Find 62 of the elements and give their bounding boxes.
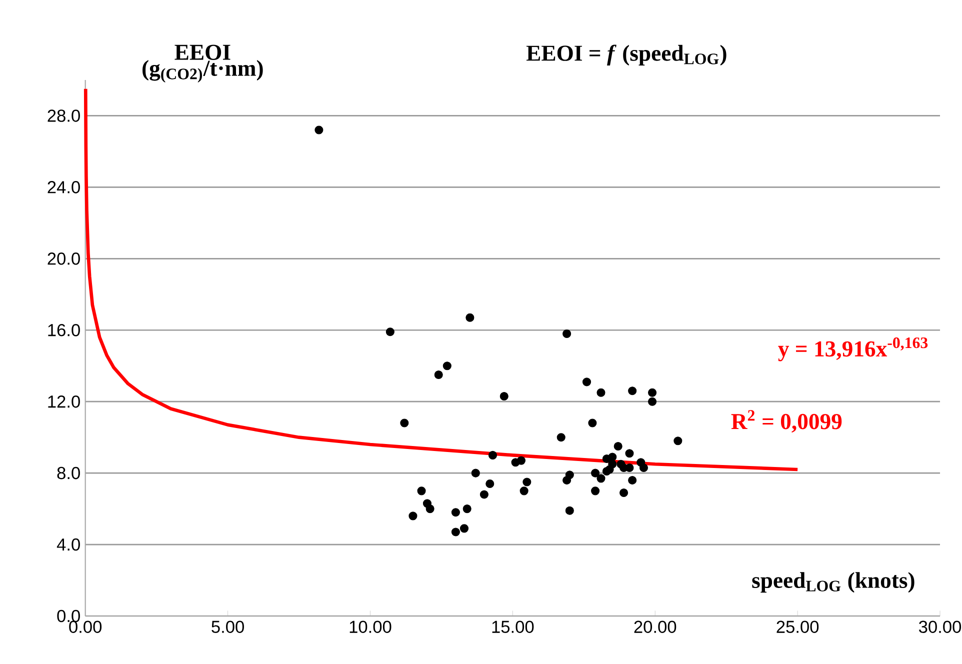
y-tick-label: 8.0 <box>57 466 80 480</box>
point <box>314 126 324 134</box>
point <box>466 313 474 322</box>
y-tick-label: 16.0 <box>48 324 80 336</box>
point <box>608 460 617 468</box>
point <box>486 480 494 488</box>
point <box>596 474 606 483</box>
point <box>591 468 600 478</box>
y-tick-label: 12.0 <box>48 395 80 408</box>
y-tick-label: 0.0 <box>57 610 80 622</box>
y-tick-label: 20.0 <box>48 252 80 265</box>
point <box>426 504 434 514</box>
annotation: R$^{2}$ = 0,0099 <box>731 410 842 433</box>
point <box>614 442 622 451</box>
y-tick-label: 24.0 <box>48 181 80 194</box>
point <box>562 476 572 484</box>
point <box>417 486 426 496</box>
point <box>588 418 597 428</box>
point <box>591 486 600 496</box>
x-tick-label: 20.00 <box>634 620 676 633</box>
point <box>565 506 574 515</box>
point <box>451 528 460 536</box>
point <box>620 488 628 497</box>
point <box>625 449 634 458</box>
point <box>516 456 526 465</box>
point <box>556 433 566 442</box>
x-axis-title: speed$_{LOG}$ (knots) <box>752 572 914 593</box>
point <box>400 418 409 428</box>
y-tick-label: 28.0 <box>48 110 80 122</box>
point <box>480 490 488 499</box>
y-tick-label: 4.0 <box>56 538 80 551</box>
point <box>674 436 682 446</box>
point <box>648 397 657 406</box>
chart-title: EEOI = f (speed$_{LOG}$) <box>526 44 726 66</box>
point <box>582 378 592 386</box>
point <box>462 504 472 514</box>
annotation: y = 13,916x$^{-0,163}$ <box>778 337 928 362</box>
point <box>628 476 637 484</box>
point <box>434 370 443 380</box>
point <box>639 463 648 472</box>
point <box>500 392 508 401</box>
point <box>408 512 418 520</box>
point <box>471 468 480 478</box>
point <box>520 486 528 496</box>
x-tick-label: 10.00 <box>350 620 392 633</box>
y-axis-title: EEOI (g$_{(CO2)}$/t·nm) <box>142 44 263 83</box>
x-tick-label: 30.00 <box>918 620 962 633</box>
point <box>562 329 572 338</box>
x-tick-label: 25.00 <box>776 620 819 633</box>
point <box>442 362 452 370</box>
x-tick-label: 15.00 <box>492 620 534 633</box>
point <box>451 508 460 517</box>
point <box>386 328 394 336</box>
point <box>596 388 606 397</box>
point <box>648 388 657 397</box>
point <box>608 452 617 462</box>
point <box>488 450 498 460</box>
x-tick-label: 0.00 <box>69 620 102 633</box>
point <box>522 478 532 486</box>
point <box>628 386 637 396</box>
point <box>460 524 469 533</box>
x-tick-label: 5.00 <box>212 620 244 633</box>
